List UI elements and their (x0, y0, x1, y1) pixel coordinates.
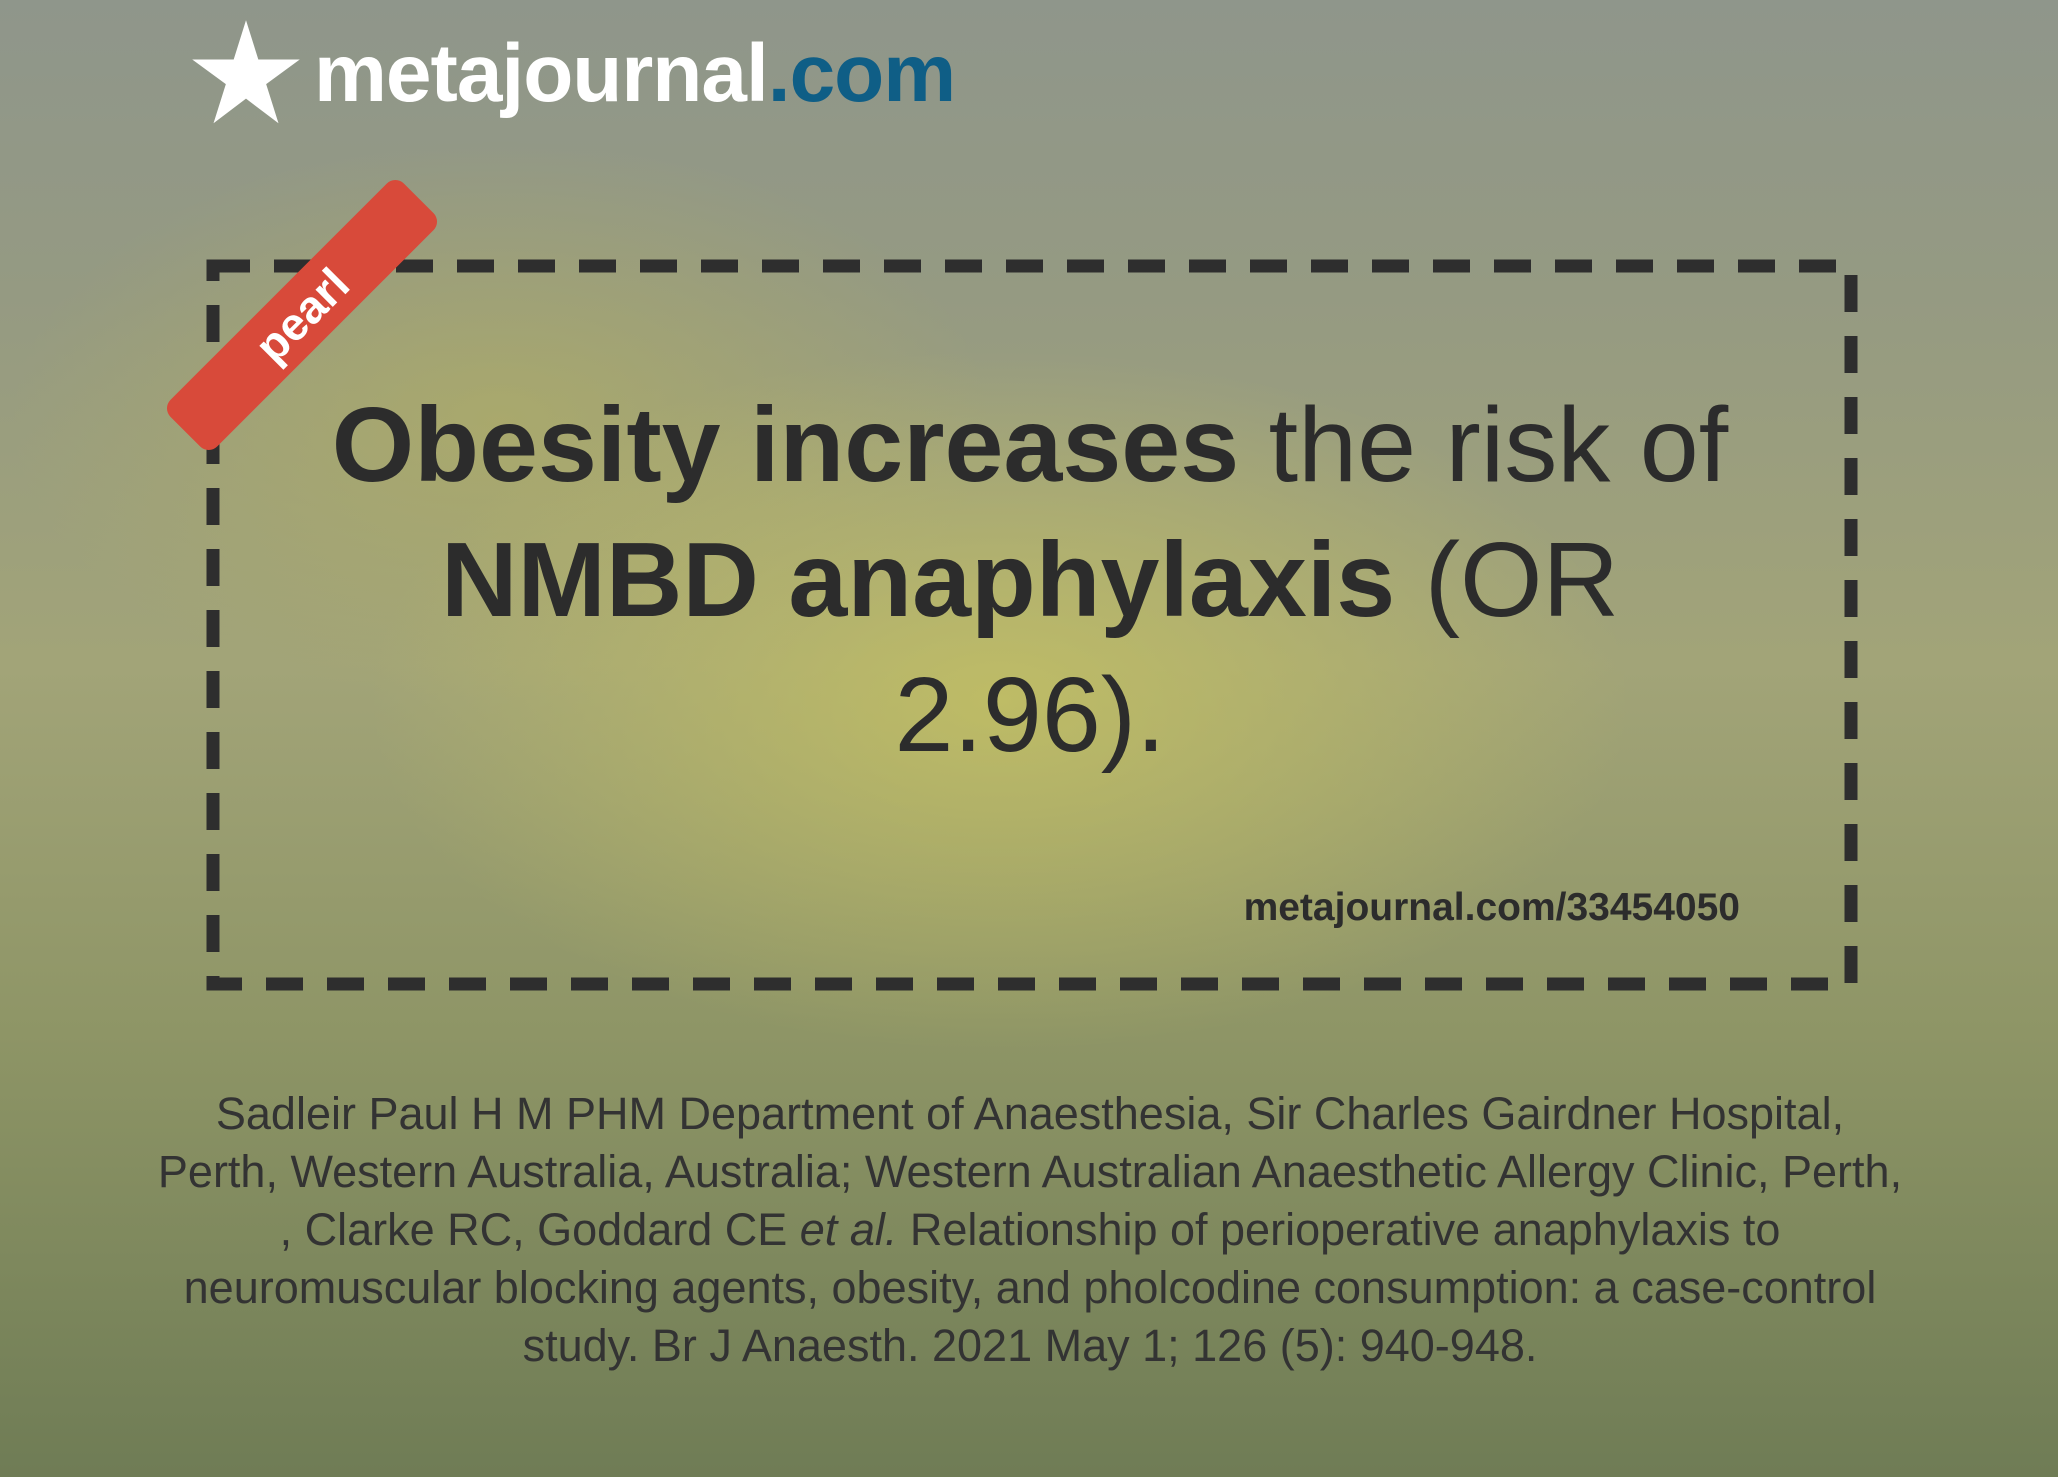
headline: Obesity increases the risk of NMBD anaph… (330, 378, 1730, 783)
logo-suffix: .com (767, 28, 956, 119)
logo-text: metajournal.com (314, 27, 956, 121)
headline-bold: Obesity increases (331, 386, 1240, 504)
citation-italic: et al. (799, 1204, 898, 1255)
citation-text: Sadleir Paul H M PHM Department of Anaes… (157, 1088, 1903, 1255)
logo: metajournal.com (190, 20, 956, 128)
headline-bold: NMBD anaphylaxis (440, 521, 1396, 639)
link[interactable]: metajournal.com/33454050 (1243, 886, 1740, 929)
headline-text: (OR 2.96). (894, 521, 1619, 774)
headline-text: the risk of (1239, 386, 1729, 504)
logo-name: metajournal (314, 28, 769, 119)
logo-star (192, 20, 300, 124)
citation: Sadleir Paul H M PHM Department of Anaes… (150, 1085, 1910, 1375)
citation-text: Relationship of perioperative anaphylaxi… (183, 1204, 1877, 1371)
